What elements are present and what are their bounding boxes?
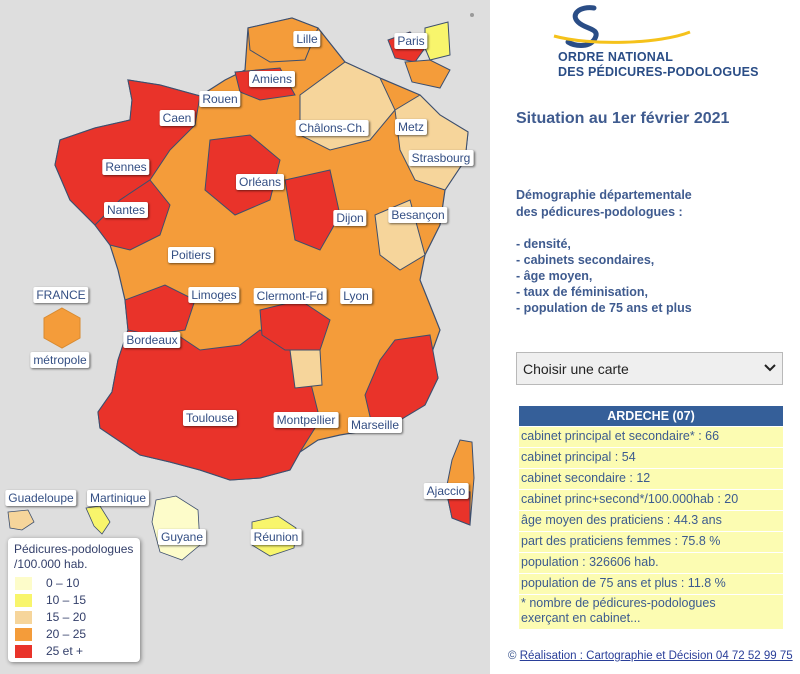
copyright-symbol: ©	[508, 650, 517, 662]
city-label-metz[interactable]: Metz	[394, 119, 428, 135]
situation-title: Situation au 1er février 2021	[516, 110, 730, 127]
region-southwest[interactable]	[97, 329, 321, 481]
legend-item: 0 – 10	[15, 577, 135, 591]
description-line1: Démographie départementale	[516, 188, 692, 202]
city-label-orleans[interactable]: Orléans	[235, 174, 285, 190]
logo-s-icon	[553, 5, 691, 48]
legend-label: 10 – 15	[46, 593, 87, 607]
legend-title-line1: Pédicures-podologues	[14, 542, 134, 556]
city-label-amiens[interactable]: Amiens	[248, 71, 296, 87]
map-panel[interactable]: Lille Paris Amiens Rouen Caen Châlons-Ch…	[0, 0, 490, 674]
info-note: * nombre de pédicures-podologues exerçan…	[519, 594, 783, 629]
map-legend: Pédicures-podologues /100.000 hab. 0 – 1…	[8, 538, 140, 662]
logo-line1: ORDRE NATIONAL	[558, 50, 674, 64]
overseas-label-guyane[interactable]: Guyane	[157, 529, 207, 545]
info-note-line1: * nombre de pédicures-podologues	[521, 596, 716, 610]
city-label-limoges[interactable]: Limoges	[188, 287, 240, 303]
legend-swatch	[15, 645, 32, 658]
city-label-lille[interactable]: Lille	[293, 31, 321, 47]
city-label-paris[interactable]: Paris	[394, 33, 428, 49]
description-bullet: - population de 75 ans et plus	[516, 301, 692, 315]
overseas-label-guadeloupe[interactable]: Guadeloupe	[5, 490, 77, 506]
region-north[interactable]	[247, 17, 319, 63]
map-select-value: Choisir une carte	[523, 361, 629, 377]
info-row: part des praticiens femmes : 75.8 %	[519, 531, 783, 552]
region-poitou[interactable]	[124, 284, 196, 336]
info-row: population : 326606 hab.	[519, 552, 783, 573]
france-average-hexagon[interactable]	[43, 307, 81, 349]
description-bullet: - cabinets secondaires,	[516, 253, 655, 267]
info-note-line2: exerçant en cabinet...	[521, 611, 641, 625]
overseas-martinique[interactable]	[85, 505, 111, 535]
region-paris-south[interactable]	[404, 59, 451, 89]
logo-line2: DES PÉDICURES-PODOLOGUES	[558, 65, 759, 79]
legend-label: 20 – 25	[46, 627, 87, 641]
info-row: âge moyen des praticiens : 44.3 ans	[519, 510, 783, 531]
city-label-montpellier[interactable]: Montpellier	[273, 412, 339, 428]
legend-label: 25 et +	[46, 644, 84, 658]
map-select[interactable]: Choisir une carte	[516, 352, 783, 385]
info-row: cabinet principal et secondaire* : 66	[519, 426, 783, 447]
region-burgundy[interactable]	[284, 169, 341, 251]
city-label-chalons[interactable]: Châlons-Ch.	[295, 120, 369, 136]
legend-item: 10 – 15	[15, 594, 135, 608]
legend-title: Pédicures-podologues /100.000 hab.	[14, 542, 133, 572]
legend-label: 0 – 10	[46, 576, 80, 590]
description-bullet: - âge moyen,	[516, 269, 593, 283]
city-label-rennes[interactable]: Rennes	[102, 159, 150, 175]
info-row: cabinet princ+second*/100.000hab : 20	[519, 489, 783, 510]
region-paris-east[interactable]	[424, 21, 451, 61]
france-label: FRANCE	[33, 287, 89, 303]
city-label-nantes[interactable]: Nantes	[103, 202, 149, 218]
city-label-strasbourg[interactable]: Strasbourg	[408, 150, 474, 166]
overseas-label-martinique[interactable]: Martinique	[86, 490, 150, 506]
legend-title-line2: /100.000 hab.	[14, 557, 88, 571]
city-label-besancon[interactable]: Besançon	[388, 207, 448, 223]
credit-link[interactable]: Réalisation : Cartographie et Décision 0…	[519, 650, 793, 662]
legend-label: 15 – 20	[46, 610, 87, 624]
city-label-dijon[interactable]: Dijon	[333, 210, 367, 226]
info-row: population de 75 ans et plus : 11.8 %	[519, 573, 783, 594]
info-row: cabinet principal : 54	[519, 447, 783, 468]
department-header: ARDECHE (07)	[519, 406, 783, 426]
description-bullet: - taux de féminisation,	[516, 285, 648, 299]
legend-swatch	[15, 628, 32, 641]
metropole-label: métropole	[30, 352, 90, 368]
city-label-toulouse[interactable]: Toulouse	[182, 410, 238, 426]
description-line2: des pédicures-podologues :	[516, 205, 683, 219]
legend-item: 20 – 25	[15, 628, 135, 642]
city-label-ajaccio[interactable]: Ajaccio	[423, 483, 469, 499]
legend-item: 15 – 20	[15, 611, 135, 625]
legend-item: 25 et +	[15, 645, 135, 659]
city-label-bordeaux[interactable]: Bordeaux	[123, 332, 181, 348]
info-row: cabinet secondaire : 12	[519, 468, 783, 489]
region-ardeche[interactable]	[289, 349, 323, 389]
legend-swatch	[15, 577, 32, 590]
description-bullet: - densité,	[516, 237, 571, 251]
legend-swatch	[15, 594, 32, 607]
overseas-guyane[interactable]	[151, 495, 201, 561]
city-label-marseille[interactable]: Marseille	[347, 417, 403, 433]
overseas-label-reunion[interactable]: Réunion	[250, 529, 302, 545]
legend-swatch	[15, 611, 32, 624]
city-label-caen[interactable]: Caen	[159, 110, 195, 126]
city-label-lyon[interactable]: Lyon	[340, 288, 372, 304]
city-label-rouen[interactable]: Rouen	[199, 91, 241, 107]
map-corner-dot	[470, 13, 474, 17]
credit: © Réalisation : Cartographie et Décision…	[508, 650, 793, 662]
chevron-down-icon	[764, 364, 776, 372]
department-info-table: ARDECHE (07) cabinet principal et second…	[519, 406, 783, 629]
overseas-guadeloupe[interactable]	[7, 509, 35, 531]
city-label-clermont[interactable]: Clermont-Fd	[253, 288, 327, 304]
city-label-poitiers[interactable]: Poitiers	[167, 247, 215, 263]
